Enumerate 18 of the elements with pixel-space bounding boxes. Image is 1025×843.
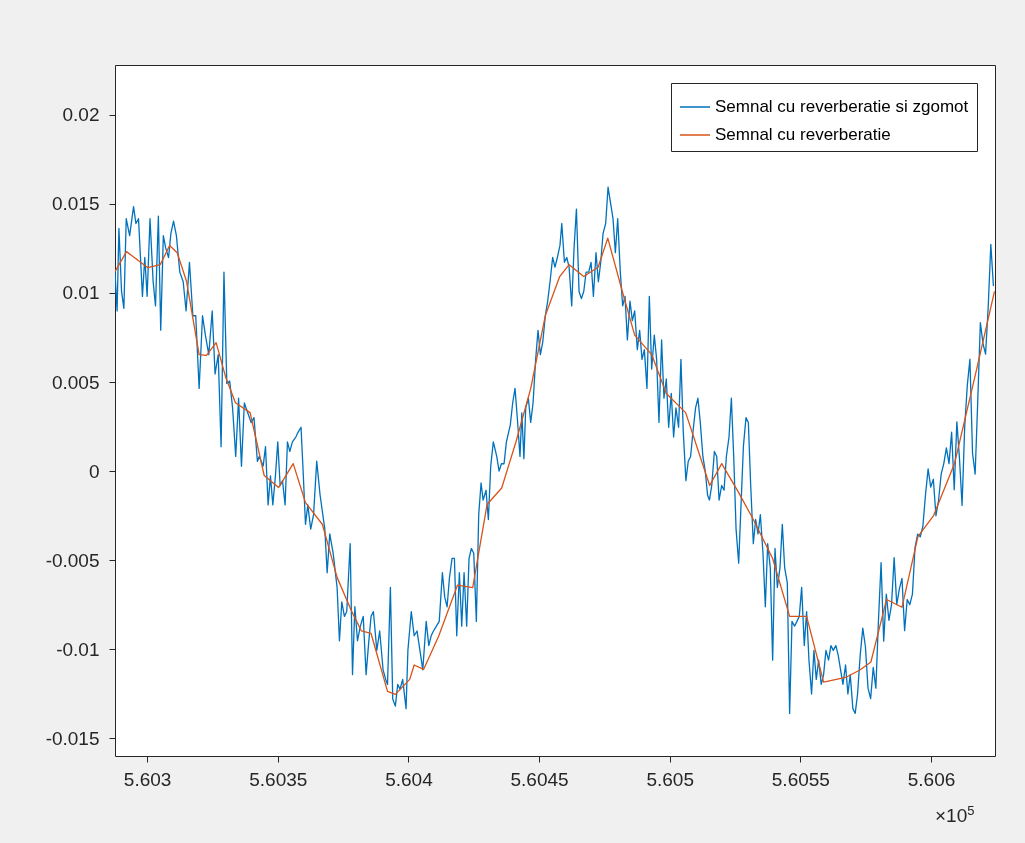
x-tick-label: 5.6055 (771, 768, 830, 790)
x-tick-label: 5.603 (123, 768, 172, 790)
y-tick-label: -0.015 (45, 727, 100, 749)
legend-label: Semnal cu reverberatie (715, 125, 891, 144)
x-tick-label: 5.6045 (510, 768, 569, 790)
y-tick-label: 0.01 (62, 282, 100, 304)
y-tick-label: -0.005 (45, 549, 100, 571)
y-tick-label: 0 (88, 460, 100, 482)
x-tick-label: 5.604 (385, 768, 434, 790)
x-tick-label: 5.606 (907, 768, 956, 790)
text: ×10$^{5}$ (935, 803, 975, 828)
x-tick-label: 5.6035 (249, 768, 308, 790)
y-tick-label: 0.015 (51, 193, 100, 215)
x-tick-label: 5.605 (646, 768, 694, 790)
legend-label: Semnal cu reverberatie si zgomot (715, 97, 969, 116)
y-tick-label: -0.01 (56, 638, 100, 660)
y-tick-label: 0.02 (62, 104, 100, 126)
y-tick-label: 0.005 (51, 371, 100, 393)
